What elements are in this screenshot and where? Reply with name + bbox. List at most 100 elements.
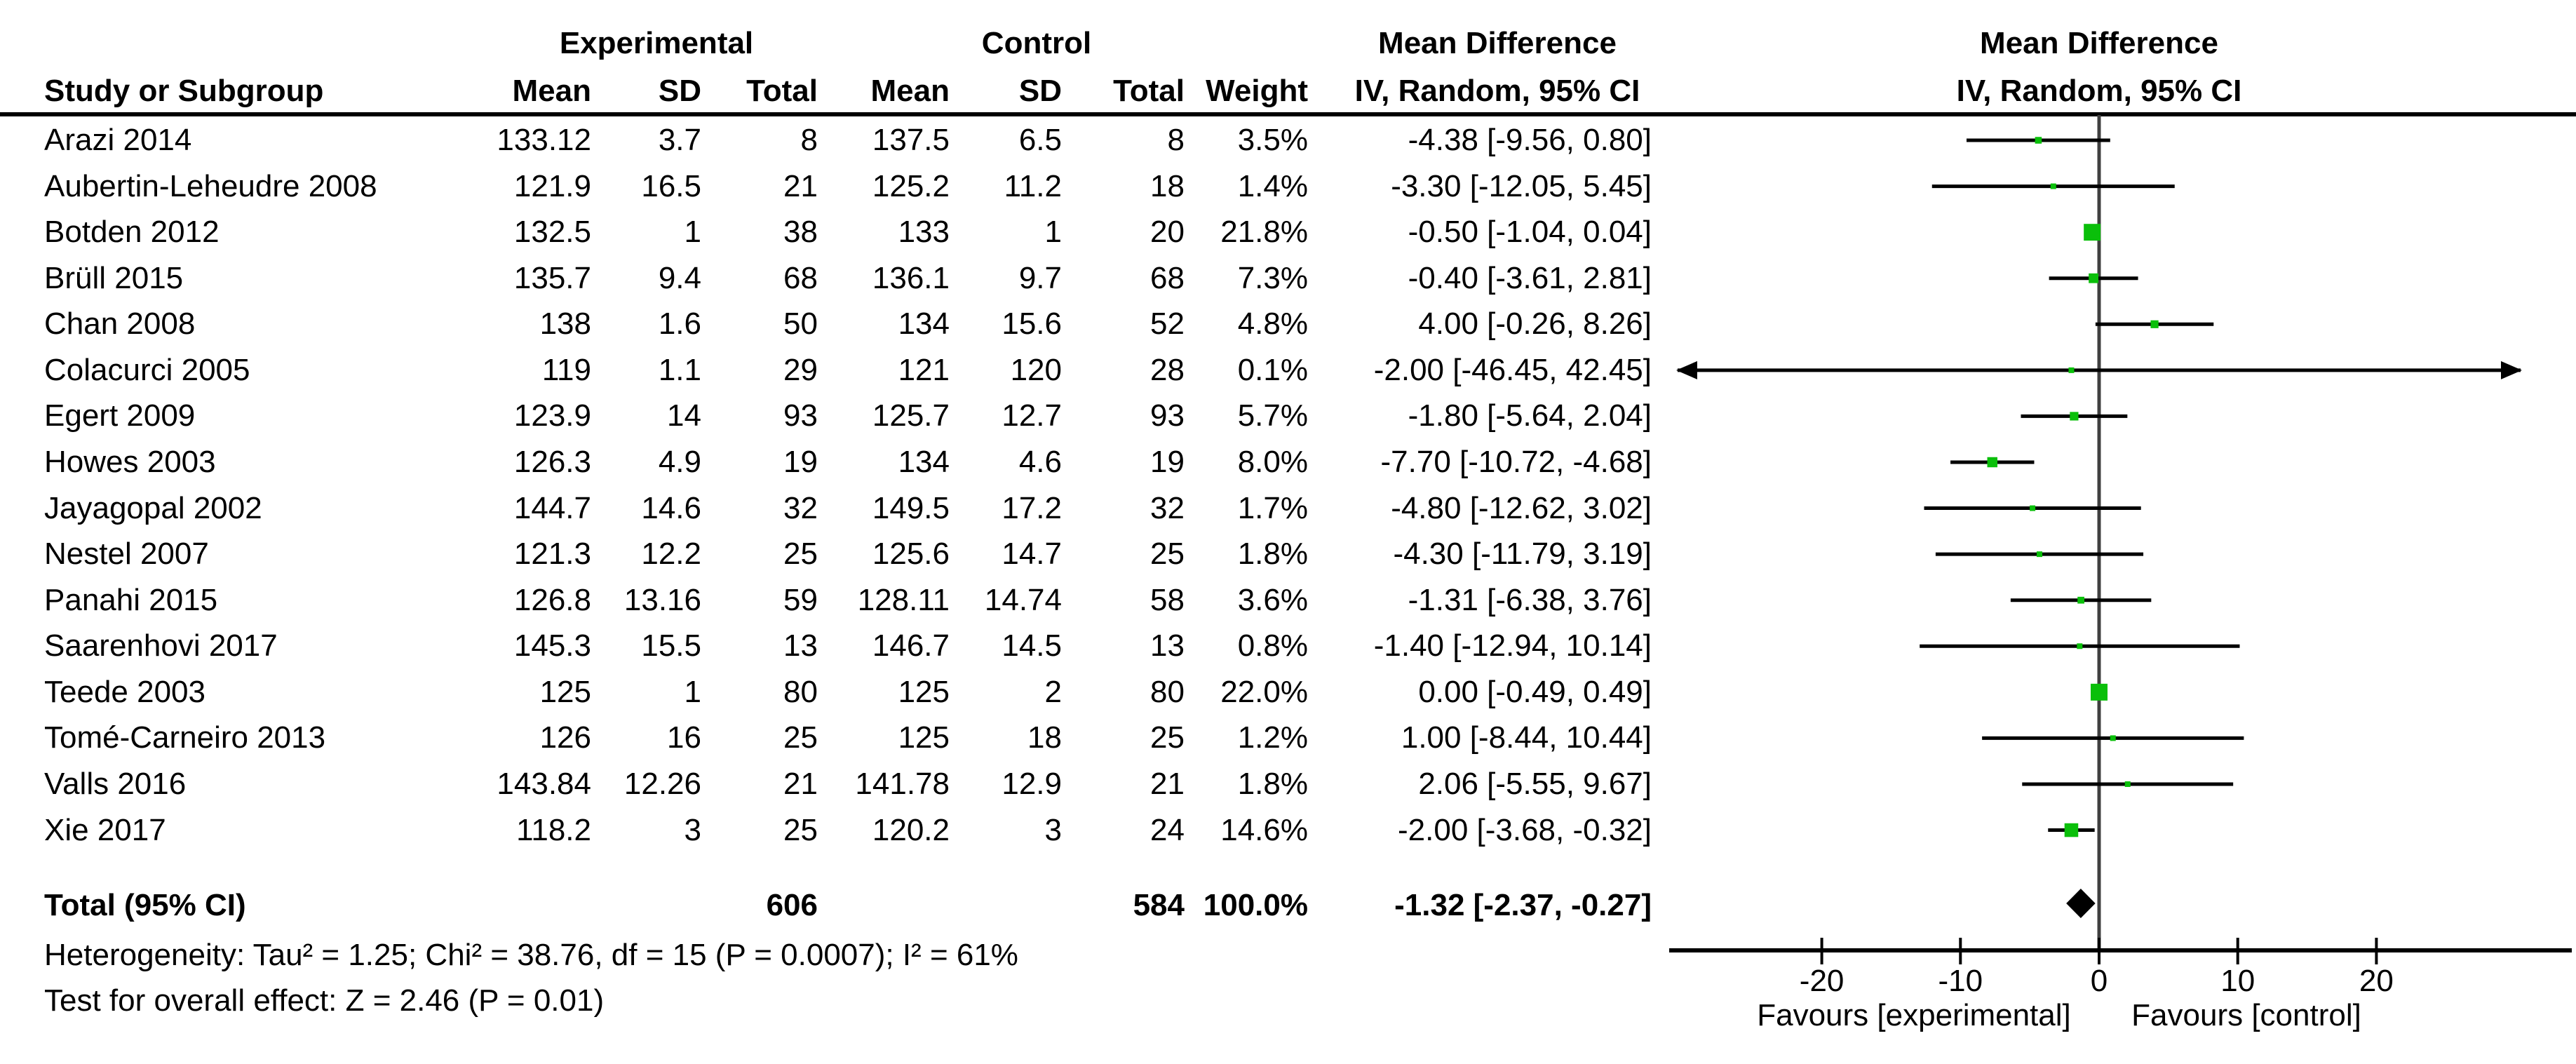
exp-mean: 133.12 (497, 123, 591, 157)
exp-mean: 135.7 (513, 260, 591, 295)
study-row: Howes 2003 126.3 4.9 19 134 4.6 19 8.0% -7.70 [-… (0, 439, 2576, 485)
exp-sd: 15.5 (641, 628, 701, 664)
weight: 1.4% (1237, 168, 1308, 203)
study-name: Jayagopal 2002 (44, 490, 262, 525)
exp-total: 25 (783, 537, 818, 572)
exp-sd: 1 (684, 215, 701, 250)
effect-marker (2077, 596, 2084, 604)
ci-text: -1.80 [-5.64, 2.04] (1408, 398, 1652, 433)
header-ctl-total: Total (1113, 74, 1185, 108)
study-name: Xie 2017 (44, 812, 166, 847)
header-md-subtitle-left: IV, Random, 95% CI (1354, 74, 1640, 108)
ctl-sd: 9.7 (1018, 260, 1062, 295)
exp-sd: 14 (667, 398, 701, 433)
exp-total: 50 (783, 307, 818, 342)
exp-total: 38 (783, 215, 818, 250)
ctl-mean: 125.6 (872, 537, 950, 572)
ci-text: -2.00 [-46.45, 42.45] (1373, 352, 1652, 387)
study-row: Arazi 2014 133.12 3.7 8 137.5 6.5 8 3.5% -4.38 [… (0, 117, 2576, 163)
weight: 8.0% (1237, 444, 1308, 479)
favours-right-label: Favours [control] (2131, 998, 2361, 1032)
header-ctl-mean: Mean (870, 74, 950, 108)
summary-diamond (2066, 889, 2096, 918)
total-exp-total: 606 (766, 888, 818, 922)
ctl-mean: 146.7 (872, 628, 950, 664)
study-row: Teede 2003 125 1 80 125 2 80 22.0% 0.00 [-0.49, … (0, 669, 2576, 715)
ctl-total: 68 (1150, 260, 1185, 295)
weight: 0.1% (1237, 352, 1308, 387)
exp-total: 21 (783, 766, 818, 801)
ctl-mean: 125 (898, 720, 950, 755)
effect-marker (2064, 823, 2079, 837)
exp-sd: 12.2 (641, 537, 701, 572)
ctl-mean: 120.2 (872, 812, 950, 847)
exp-total: 13 (783, 628, 818, 664)
weight: 1.2% (1237, 720, 1308, 755)
ctl-total: 21 (1150, 766, 1185, 801)
ci-text: -4.38 [-9.56, 0.80] (1408, 123, 1652, 157)
exp-total: 29 (783, 352, 818, 387)
favours-left-label: Favours [experimental] (1757, 998, 2071, 1032)
exp-mean: 121.3 (513, 537, 591, 572)
effect-marker (2030, 505, 2036, 511)
exp-total: 25 (783, 812, 818, 847)
study-row: Nestel 2007 121.3 12.2 25 125.6 14.7 25 1.8% -4.… (0, 531, 2576, 577)
study-name: Teede 2003 (44, 674, 205, 709)
exp-sd: 9.4 (658, 260, 701, 295)
exp-mean: 145.3 (513, 628, 591, 664)
effect-marker (2089, 273, 2099, 283)
ctl-mean: 125.2 (872, 168, 950, 203)
exp-sd: 12.26 (623, 766, 701, 801)
ctl-sd: 12.9 (1002, 766, 1062, 801)
left-arrow-icon (1675, 361, 1697, 379)
exp-mean: 132.5 (513, 215, 591, 250)
ctl-total: 24 (1150, 812, 1185, 847)
ctl-sd: 4.6 (1018, 444, 1062, 479)
ctl-mean: 137.5 (872, 123, 950, 157)
ci-text: -1.40 [-12.94, 10.14] (1373, 628, 1652, 664)
weight: 1.7% (1237, 490, 1308, 525)
exp-sd: 3 (684, 812, 701, 847)
effect-marker (2035, 137, 2042, 144)
exp-mean: 138 (539, 307, 591, 342)
study-name: Arazi 2014 (44, 123, 192, 157)
header-group-experimental: Experimental (559, 26, 754, 60)
heterogeneity-line: Heterogeneity: Tau² = 1.25; Chi² = 38.76… (44, 938, 1018, 972)
ci-text: -4.80 [-12.62, 3.02] (1391, 490, 1652, 525)
ctl-sd: 1 (1044, 215, 1062, 250)
total-label: Total (95% CI) (44, 888, 246, 922)
weight: 22.0% (1220, 674, 1308, 709)
study-name: Howes 2003 (44, 444, 216, 479)
weight: 14.6% (1220, 812, 1308, 847)
header-group-control: Control (981, 26, 1092, 60)
study-name: Nestel 2007 (44, 537, 209, 572)
weight: 4.8% (1237, 307, 1308, 342)
study-name: Chan 2008 (44, 307, 196, 342)
ctl-sd: 17.2 (1002, 490, 1062, 525)
exp-total: 32 (783, 490, 818, 525)
exp-mean: 144.7 (513, 490, 591, 525)
ctl-mean: 128.11 (857, 582, 950, 617)
total-weight: 100.0% (1203, 888, 1308, 922)
header-exp-total: Total (746, 74, 818, 108)
ctl-sd: 6.5 (1018, 123, 1062, 157)
ctl-sd: 120 (1010, 352, 1062, 387)
study-row: Egert 2009 123.9 14 93 125.7 12.7 93 5.7% -1.80 … (0, 393, 2576, 439)
weight: 3.6% (1237, 582, 1308, 617)
study-row: Colacurci 2005 119 1.1 29 121 120 28 0.1% -2.00 … (0, 347, 2576, 393)
exp-total: 93 (783, 398, 818, 433)
ctl-total: 25 (1150, 720, 1185, 755)
ci-text: 2.06 [-5.55, 9.67] (1418, 766, 1652, 801)
ctl-total: 93 (1150, 398, 1185, 433)
ci-text: -3.30 [-12.05, 5.45] (1391, 168, 1652, 203)
ctl-mean: 133 (898, 215, 950, 250)
header-md-title-left: Mean Difference (1378, 26, 1617, 60)
ci-text: -1.31 [-6.38, 3.76] (1408, 582, 1652, 617)
effect-marker (2036, 551, 2042, 558)
ctl-total: 25 (1150, 537, 1185, 572)
effect-marker (2124, 781, 2131, 787)
study-row: Saarenhovi 2017 145.3 15.5 13 146.7 14.5 13 0.8… (0, 623, 2576, 669)
ctl-total: 80 (1150, 674, 1185, 709)
ctl-mean: 125 (898, 674, 950, 709)
